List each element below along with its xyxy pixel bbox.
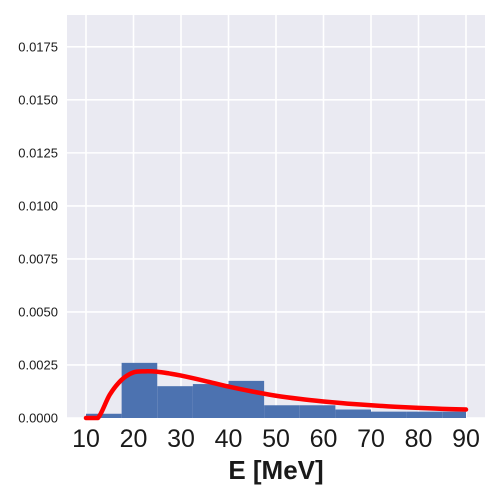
histogram-bar [335,409,371,418]
histogram-bar [192,384,229,418]
histogram-bar [264,405,300,418]
x-axis-label: E [MeV] [228,455,323,485]
histogram-bar [157,386,193,418]
histogram-bar [371,411,407,418]
histogram-bar [406,411,443,418]
fit-curve-layer [83,369,469,421]
x-tick-label: 50 [262,425,290,453]
x-tick-label: 10 [72,425,100,453]
y-tick-label: 0.0075 [18,251,58,266]
histogram-bar [299,405,336,418]
y-tick-label: 0.0100 [18,198,58,213]
x-tick-label: 40 [215,425,243,453]
x-tick-label: 70 [357,425,385,453]
y-axis-ticks: 0.0000 0.0025 0.0050 0.0075 0.0100 0.0125 0.01… [18,39,58,425]
y-tick-label: 0.0000 [18,411,58,426]
histogram-bar [86,413,122,418]
x-tick-label: 20 [120,425,148,453]
x-tick-label: 90 [452,425,480,453]
y-tick-label: 0.0150 [18,92,58,107]
y-tick-label: 0.0175 [18,39,58,54]
fit-curve [83,369,469,421]
x-tick-label: 80 [405,425,433,453]
y-tick-label: 0.0125 [18,145,58,160]
x-tick-label: 30 [167,425,195,453]
y-tick-label: 0.0050 [18,304,58,319]
x-tick-label: 60 [310,425,338,453]
histogram-bar [442,411,466,418]
y-tick-label: 0.0025 [18,357,58,372]
x-axis-ticks: 10 20 30 40 50 60 70 80 90 [72,425,480,453]
